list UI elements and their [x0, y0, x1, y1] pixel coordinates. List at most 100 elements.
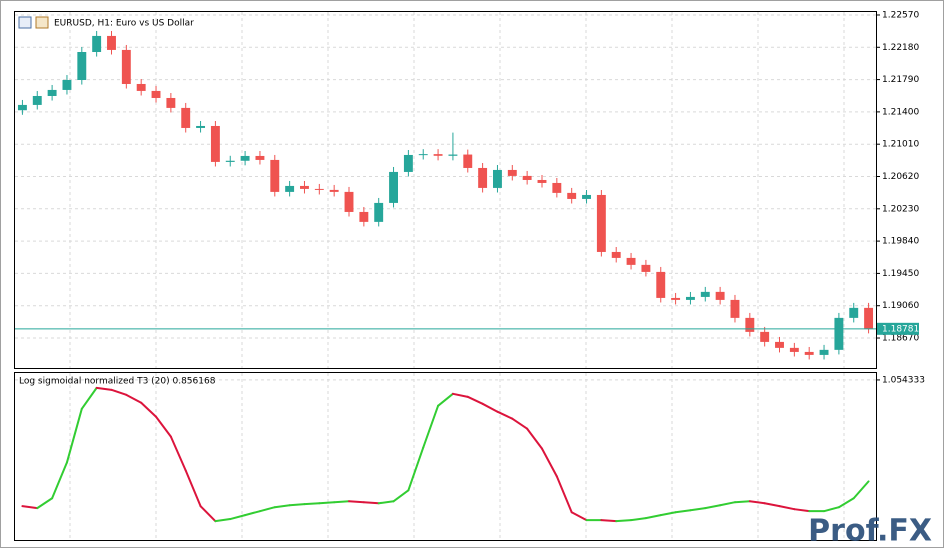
y-tick-label: 1.18670	[882, 334, 919, 344]
candle-body	[300, 185, 309, 189]
indicator-segment	[422, 404, 440, 449]
indicator-segment	[733, 500, 751, 504]
indicator-segment	[644, 514, 662, 520]
indicator-segment	[303, 502, 321, 506]
indicator-segment	[184, 469, 202, 508]
candle-body	[567, 192, 577, 199]
y-tick-label: 1.21400	[882, 107, 919, 117]
indicator-segment	[258, 506, 276, 513]
candle-body	[760, 331, 770, 342]
icon	[35, 16, 49, 29]
candle-body	[507, 169, 517, 176]
indicator-segment	[496, 410, 514, 420]
indicator-segment	[214, 518, 232, 523]
indicator-segment	[110, 388, 128, 396]
last-price-label: 1.18781	[882, 324, 919, 334]
indicator-segment	[273, 504, 291, 509]
candle-body	[181, 107, 191, 128]
candle-body	[804, 351, 814, 355]
candle-body	[789, 347, 799, 352]
candle-body	[136, 83, 146, 91]
candle-body	[448, 154, 458, 156]
candle-body	[32, 95, 42, 105]
candle-body	[329, 189, 339, 192]
indicator-segment	[318, 501, 336, 505]
candle-body	[17, 104, 27, 111]
indicator-segment	[169, 435, 187, 472]
candle-body	[77, 52, 87, 81]
indicator-segment	[674, 509, 692, 514]
candle-body	[819, 349, 829, 355]
indicator-segment	[407, 446, 425, 492]
indicator-segment	[51, 461, 68, 500]
y-tick-label: 1.20230	[882, 204, 919, 214]
indicator-segment	[451, 392, 469, 398]
candle-body	[344, 191, 354, 212]
indicator-segment	[288, 503, 306, 507]
indicator-segment	[348, 500, 365, 504]
candle-body	[166, 97, 176, 108]
indicator-segment	[199, 505, 217, 523]
y-tick-label: 1.054333	[882, 375, 925, 385]
indicator-segment	[689, 507, 707, 512]
candle-body	[107, 35, 116, 50]
indicator-segment	[748, 500, 766, 505]
candle-body	[389, 171, 398, 203]
indicator-segment	[823, 506, 840, 513]
candle-body	[225, 160, 235, 162]
indicator-segment	[837, 497, 855, 509]
indicator-segment	[852, 480, 870, 500]
indicator-segment	[362, 501, 380, 505]
indicator-segment	[555, 475, 573, 514]
candle-body	[671, 297, 681, 300]
candle-body	[359, 211, 369, 222]
candle-body	[656, 271, 666, 298]
indicator-segment	[36, 497, 54, 510]
indicator-segment	[481, 402, 499, 413]
y-tick-label: 1.22180	[882, 43, 919, 53]
y-tick-label: 1.20620	[882, 172, 919, 182]
indicator-segment	[659, 511, 677, 517]
indicator-segment	[540, 447, 558, 478]
labels-layer: 1.22570 1.22180 1.21790 1.21400 1.21010 1.206…	[876, 10, 925, 385]
y-tick-label: 1.19840	[882, 237, 919, 247]
indicator-segment	[600, 519, 618, 523]
candle-body	[285, 185, 295, 192]
candle-body	[151, 90, 161, 98]
indicator-segment	[526, 427, 543, 450]
indicator-segment	[763, 502, 781, 508]
candle-body	[775, 341, 784, 348]
indicator-title: Log sigmoidal normalized T3 (20) 0.85616…	[19, 377, 216, 387]
candle-body	[418, 154, 428, 156]
candle-body	[240, 155, 250, 161]
indicator-segment	[437, 392, 454, 407]
indicator-segment	[229, 514, 247, 521]
candle-body	[522, 175, 532, 180]
candle-body	[745, 317, 755, 332]
candle-body	[121, 49, 131, 84]
indicator-segment	[630, 517, 647, 522]
y-tick-label: 1.19450	[882, 269, 919, 279]
candle-body	[270, 159, 280, 192]
y-tick-label: 1.22570	[882, 10, 919, 20]
icon	[18, 16, 32, 29]
y-tick-label: 1.21010	[882, 140, 919, 150]
indicator-segment	[155, 415, 172, 438]
indicator-segment	[615, 519, 633, 523]
indicator-segment	[125, 393, 143, 404]
indicator-segment	[140, 401, 158, 418]
candle-body	[864, 307, 874, 329]
candle-body	[715, 291, 725, 300]
marks-layer	[15, 30, 876, 523]
candle-body	[210, 125, 220, 162]
indicator-segment	[704, 504, 722, 510]
candle-body	[403, 154, 413, 172]
indicator-segment	[95, 386, 113, 391]
candle-body	[641, 264, 651, 272]
indicator-segment	[244, 510, 261, 517]
candle-body	[537, 179, 547, 183]
candle-body	[62, 80, 72, 90]
indicator-segment	[80, 386, 98, 410]
chart-title: EURUSD, H1: Euro vs US Dollar	[54, 19, 194, 29]
